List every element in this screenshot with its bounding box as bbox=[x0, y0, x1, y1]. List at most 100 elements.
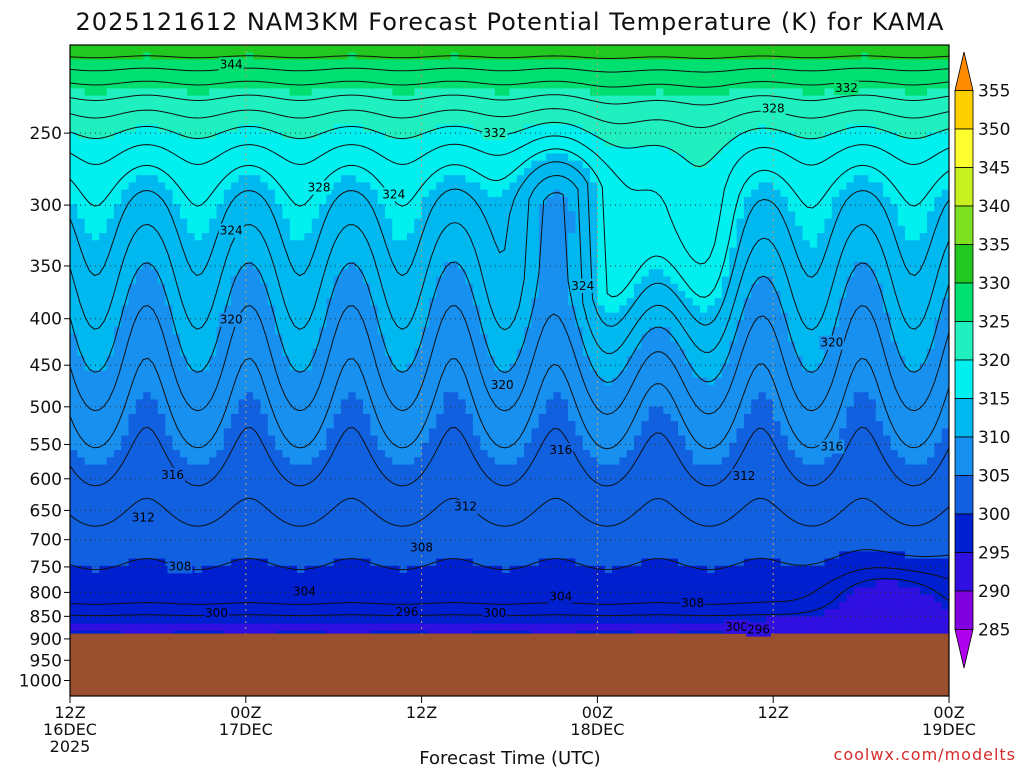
colorbar-label: 305 bbox=[978, 467, 1010, 487]
y-tick-label: 500 bbox=[30, 398, 62, 418]
contour-label: 296 bbox=[747, 623, 770, 637]
colorbar-label: 295 bbox=[978, 544, 1010, 564]
colorbar-segment bbox=[954, 436, 974, 476]
contour-label-bg bbox=[218, 223, 244, 238]
colorbar-segment bbox=[954, 552, 974, 592]
y-axis: 250 300 350 400 450 500 550 600 650 700 750 800 850 9… bbox=[19, 124, 70, 692]
y-tick-label: 400 bbox=[30, 310, 62, 330]
colorbar-segment bbox=[954, 90, 974, 130]
contour-308 bbox=[70, 304, 949, 415]
contour-322 bbox=[70, 108, 949, 129]
contour-318 bbox=[70, 135, 949, 265]
contour-label: 312 bbox=[132, 511, 155, 525]
contour-label: 308 bbox=[410, 540, 433, 554]
colorbar-label: 320 bbox=[978, 351, 1010, 371]
contour-label-bg bbox=[306, 180, 332, 195]
contour-label-bg bbox=[167, 559, 193, 574]
contour-label-bg bbox=[218, 312, 244, 327]
contour-label: 304 bbox=[293, 584, 316, 598]
contour-label-bg bbox=[746, 622, 772, 637]
contour-label: 324 bbox=[220, 224, 243, 238]
contour-label-bg bbox=[482, 606, 508, 621]
x-tick-label: 16DEC bbox=[43, 720, 97, 739]
contour-label-bg bbox=[819, 335, 845, 350]
colorbar-segment bbox=[954, 167, 974, 207]
contour-label: 332 bbox=[835, 81, 858, 95]
y-tick-label: 700 bbox=[30, 531, 62, 551]
contour-label: 324 bbox=[382, 187, 405, 201]
contour-label-bg bbox=[394, 605, 420, 620]
y-tick-label: 750 bbox=[30, 558, 62, 578]
colorbar-segment bbox=[954, 205, 974, 245]
colorbar-label: 285 bbox=[978, 621, 1010, 641]
contour-label-bg bbox=[548, 443, 574, 458]
colorbar-label: 290 bbox=[978, 582, 1010, 602]
y-tick-label: 950 bbox=[30, 651, 62, 671]
contour-label-bg bbox=[160, 467, 186, 482]
x-tick-label: 12Z bbox=[758, 703, 789, 722]
colorbar-label: 350 bbox=[978, 120, 1010, 140]
contour-label: 320 bbox=[220, 313, 243, 327]
contour-label: 312 bbox=[732, 469, 755, 483]
colorbar-segment bbox=[954, 513, 974, 553]
colorbar-segment bbox=[954, 475, 974, 515]
x-tick-label: 12Z bbox=[406, 703, 437, 722]
x-tick-label: 00Z bbox=[230, 703, 261, 722]
contour-label-bg bbox=[381, 187, 407, 202]
y-tick-label: 350 bbox=[30, 257, 62, 277]
contour-label: 300 bbox=[725, 620, 748, 634]
colorbar-segment bbox=[954, 321, 974, 361]
x-tick-label: 00Z bbox=[933, 703, 964, 722]
x-tick-label: 2025 bbox=[50, 737, 91, 756]
contour-label-bg bbox=[130, 510, 156, 525]
contour-label-bg bbox=[724, 619, 750, 634]
plot-frame bbox=[69, 44, 950, 697]
contour-label-bg bbox=[218, 57, 244, 72]
colorbar-label: 325 bbox=[978, 313, 1010, 333]
y-tick-label: 450 bbox=[30, 356, 62, 376]
contour-label-bg bbox=[489, 377, 515, 392]
contour-302 bbox=[70, 497, 949, 527]
credit-text: coolwx.com/modelts bbox=[834, 745, 1016, 764]
contour-330 bbox=[70, 55, 949, 59]
contour-labels: 344 332 328 332 328 324 324 324 320 320 320 316 316 3… bbox=[130, 57, 859, 637]
contour-label-bg bbox=[731, 469, 757, 484]
y-tick-label: 1000 bbox=[19, 672, 62, 692]
contour-312 bbox=[70, 174, 949, 355]
colorbar-label: 300 bbox=[978, 505, 1010, 525]
contour-label-bg bbox=[548, 589, 574, 604]
contour-304 bbox=[70, 426, 949, 487]
y-tick-label: 850 bbox=[30, 607, 62, 627]
colorbar-cap-bottom bbox=[954, 629, 974, 669]
x-tick-label: 18DEC bbox=[570, 720, 624, 739]
contour-300 bbox=[70, 549, 949, 571]
terrain-below-surface bbox=[70, 633, 949, 696]
contour-label: 320 bbox=[820, 336, 843, 350]
contour-label-bg bbox=[453, 499, 479, 514]
contour-324 bbox=[70, 94, 949, 106]
plot-area: 344 332 328 332 328 324 324 324 320 320 320 316 316 3… bbox=[70, 45, 949, 696]
contour-label-bg bbox=[760, 101, 786, 116]
colorbar-segment bbox=[954, 359, 974, 399]
y-tick-label: 650 bbox=[30, 501, 62, 521]
contour-316 bbox=[70, 148, 949, 298]
colorbar-segment bbox=[954, 282, 974, 322]
colorbar-segment bbox=[954, 398, 974, 438]
contour-label-bg bbox=[833, 80, 859, 95]
contour-320 bbox=[70, 121, 949, 168]
contour-label-bg bbox=[291, 584, 317, 599]
colorbar-segment bbox=[954, 128, 974, 168]
contour-label-bg bbox=[409, 540, 435, 555]
colorbar-label: 345 bbox=[978, 159, 1010, 179]
y-tick-label: 300 bbox=[30, 196, 62, 216]
contour-label: 316 bbox=[161, 468, 184, 482]
colorbar-label: 340 bbox=[978, 197, 1010, 217]
contour-298 bbox=[70, 567, 949, 605]
contour-label-bg bbox=[204, 606, 229, 621]
contour-label: 328 bbox=[762, 102, 785, 116]
colorbar: 355 350 345 340 335 330 325 320 315 310 305 300 295 2… bbox=[954, 51, 1010, 669]
contour-label-bg bbox=[680, 596, 706, 611]
y-tick-label: 550 bbox=[30, 435, 62, 455]
contour-label: 344 bbox=[220, 57, 243, 71]
y-tick-label: 250 bbox=[30, 124, 62, 144]
